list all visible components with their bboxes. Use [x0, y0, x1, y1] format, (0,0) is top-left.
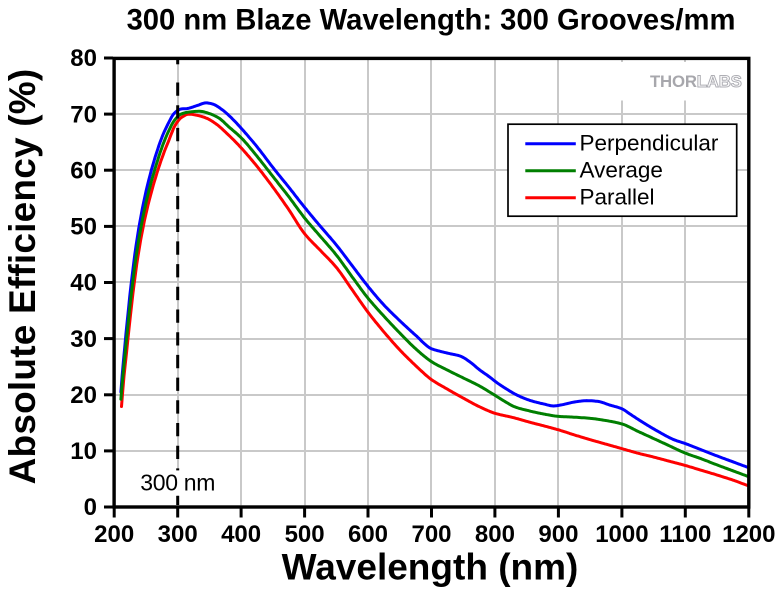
svg-text:1200: 1200: [722, 521, 775, 548]
svg-text:300 nm: 300 nm: [140, 470, 215, 496]
svg-text:0: 0: [84, 494, 97, 521]
svg-text:1000: 1000: [595, 521, 648, 548]
svg-text:700: 700: [411, 521, 451, 548]
svg-text:30: 30: [70, 326, 97, 353]
svg-text:70: 70: [70, 101, 97, 128]
svg-text:20: 20: [70, 382, 97, 409]
svg-text:10: 10: [70, 438, 97, 465]
svg-text:300 nm Blaze Wavelength: 300 G: 300 nm Blaze Wavelength: 300 Grooves/mm: [127, 5, 736, 37]
svg-text:60: 60: [70, 157, 97, 184]
svg-text:Average: Average: [580, 157, 663, 182]
svg-text:200: 200: [94, 521, 134, 548]
svg-text:1100: 1100: [659, 521, 711, 548]
svg-text:400: 400: [221, 521, 261, 548]
svg-text:50: 50: [70, 214, 97, 241]
svg-text:900: 900: [538, 521, 578, 548]
svg-text:600: 600: [348, 521, 388, 548]
svg-text:80: 80: [70, 45, 97, 72]
svg-text:300: 300: [158, 521, 198, 548]
svg-text:Wavelength (nm): Wavelength (nm): [282, 547, 579, 588]
svg-text:THORLABS: THORLABS: [650, 72, 742, 91]
svg-text:Parallel: Parallel: [580, 184, 655, 209]
svg-text:800: 800: [475, 521, 515, 548]
svg-text:500: 500: [285, 521, 325, 548]
svg-text:Absolute Efficiency (%): Absolute Efficiency (%): [2, 69, 43, 485]
svg-text:40: 40: [70, 270, 97, 297]
svg-text:Perpendicular: Perpendicular: [580, 130, 719, 155]
